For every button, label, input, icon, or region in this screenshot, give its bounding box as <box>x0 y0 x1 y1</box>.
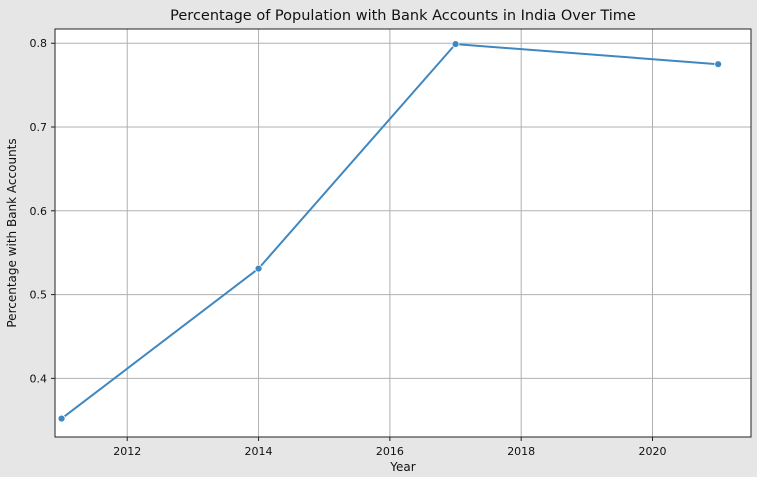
y-tick-label: 0.4 <box>30 372 48 385</box>
plot-area <box>55 29 751 437</box>
series-layer <box>57 40 723 423</box>
x-tick-label: 2018 <box>507 445 535 458</box>
x-tick-label: 2014 <box>245 445 273 458</box>
y-tick-label: 0.7 <box>30 121 48 134</box>
y-tick-label: 0.5 <box>30 289 48 302</box>
data-point <box>451 40 460 48</box>
x-tick-label: 2016 <box>376 445 404 458</box>
plot-frame <box>54 28 752 438</box>
series-line <box>60 43 719 420</box>
grid-lines <box>55 29 751 437</box>
data-point <box>57 414 66 423</box>
x-axis-label: Year <box>389 460 415 474</box>
chart-title: Percentage of Population with Bank Accou… <box>170 8 636 24</box>
y-axis-label: Percentage with Bank Accounts <box>5 138 19 327</box>
x-tick-label: 2012 <box>113 445 141 458</box>
data-point <box>714 60 723 69</box>
axis-ticks: 2012 2014 2016 2018 2020 0.4 0.5 0.6 0.7 0.8 <box>30 37 667 458</box>
y-tick-label: 0.6 <box>30 205 48 218</box>
x-tick-label: 2020 <box>639 445 667 458</box>
y-tick-label: 0.8 <box>30 37 48 50</box>
data-point <box>254 264 263 273</box>
